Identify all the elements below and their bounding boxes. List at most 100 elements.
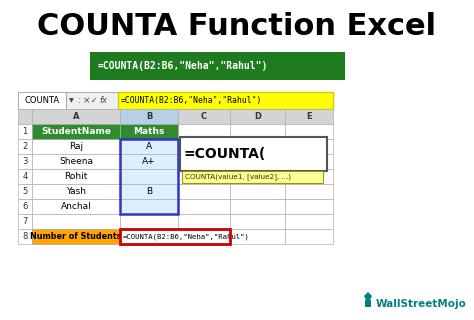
Bar <box>285 214 333 229</box>
Bar <box>230 184 285 199</box>
Polygon shape <box>365 300 371 307</box>
Text: ×: × <box>83 96 91 105</box>
Bar <box>18 124 32 139</box>
Bar <box>90 52 345 80</box>
Text: A: A <box>146 142 152 151</box>
Text: Raj: Raj <box>69 142 83 151</box>
Bar <box>120 229 230 244</box>
Bar <box>178 184 230 199</box>
Bar <box>230 214 285 229</box>
Bar <box>32 229 120 244</box>
Bar <box>178 169 230 184</box>
Bar <box>230 109 285 124</box>
Bar <box>18 169 32 184</box>
Bar <box>178 229 230 244</box>
Text: 8: 8 <box>22 232 27 241</box>
Text: D: D <box>254 112 261 121</box>
Text: ▼: ▼ <box>69 98 74 103</box>
Bar <box>32 139 120 154</box>
Text: fx: fx <box>99 96 107 105</box>
Text: 7: 7 <box>22 217 27 226</box>
Bar <box>18 139 32 154</box>
Text: B: B <box>146 112 152 121</box>
Bar <box>178 124 230 139</box>
Bar <box>285 199 333 214</box>
Bar <box>120 184 178 199</box>
Bar <box>285 154 333 169</box>
Bar <box>120 214 178 229</box>
Bar <box>118 92 333 109</box>
Bar <box>18 214 32 229</box>
Bar <box>18 184 32 199</box>
Bar <box>18 92 66 109</box>
Text: =COUNTA(B2:B6,"Neha","Rahul"): =COUNTA(B2:B6,"Neha","Rahul") <box>121 96 263 105</box>
Text: :: : <box>77 96 80 105</box>
Bar <box>285 139 333 154</box>
Bar <box>120 154 178 169</box>
Bar <box>178 199 230 214</box>
Text: 4: 4 <box>22 172 27 181</box>
Text: =COUNTA(: =COUNTA( <box>184 147 266 161</box>
Text: COUNTA(value1, [value2], ...): COUNTA(value1, [value2], ...) <box>185 174 291 180</box>
Bar <box>285 109 333 124</box>
Bar <box>18 92 333 109</box>
Text: E: E <box>306 112 312 121</box>
Bar <box>230 139 285 154</box>
Text: 3: 3 <box>22 157 27 166</box>
Bar <box>18 154 32 169</box>
Bar <box>180 137 327 171</box>
Bar <box>120 109 178 124</box>
Bar <box>285 124 333 139</box>
Polygon shape <box>364 292 372 300</box>
Text: Number of Students: Number of Students <box>30 232 122 241</box>
Bar <box>120 139 178 154</box>
Bar <box>285 184 333 199</box>
Text: 1: 1 <box>22 127 27 136</box>
Bar <box>32 169 120 184</box>
Text: StudentName: StudentName <box>41 127 111 136</box>
Bar <box>18 109 32 124</box>
Text: WallStreetMojo: WallStreetMojo <box>376 299 467 309</box>
Bar <box>230 169 285 184</box>
Bar <box>230 124 285 139</box>
Text: Rohit: Rohit <box>64 172 88 181</box>
Bar <box>285 169 333 184</box>
Text: Sheena: Sheena <box>59 157 93 166</box>
Bar <box>32 229 120 244</box>
Text: COUNTA: COUNTA <box>25 96 60 105</box>
Text: A: A <box>73 112 79 121</box>
Text: 6: 6 <box>22 202 27 211</box>
Text: Anchal: Anchal <box>61 202 91 211</box>
Text: Maths: Maths <box>133 127 164 136</box>
Text: =COUNTA(B2:B6,"Neha","Rahul"): =COUNTA(B2:B6,"Neha","Rahul") <box>123 233 250 240</box>
Text: C: C <box>201 112 207 121</box>
Bar <box>120 109 178 124</box>
Text: =COUNTA(B2:B6,"Neha","Rahul"): =COUNTA(B2:B6,"Neha","Rahul") <box>98 61 268 71</box>
Text: COUNTA Function Excel: COUNTA Function Excel <box>37 12 437 41</box>
Text: A+: A+ <box>142 157 156 166</box>
Bar <box>120 169 178 184</box>
Bar <box>32 214 120 229</box>
Bar <box>120 124 178 139</box>
Bar <box>32 199 120 214</box>
Bar <box>178 214 230 229</box>
Bar <box>178 139 230 154</box>
Bar <box>230 229 285 244</box>
Bar <box>32 109 120 124</box>
Bar <box>120 124 178 139</box>
Bar <box>120 229 178 244</box>
Bar <box>182 171 323 183</box>
Bar <box>32 184 120 199</box>
Bar <box>230 199 285 214</box>
Bar <box>285 229 333 244</box>
Bar <box>230 154 285 169</box>
Text: 2: 2 <box>22 142 27 151</box>
Bar <box>32 124 120 139</box>
Text: Yash: Yash <box>66 187 86 196</box>
Text: ✓: ✓ <box>91 96 97 105</box>
Bar <box>18 199 32 214</box>
Bar <box>32 154 120 169</box>
Bar <box>120 229 230 244</box>
Bar <box>120 139 178 214</box>
Bar <box>120 199 178 214</box>
